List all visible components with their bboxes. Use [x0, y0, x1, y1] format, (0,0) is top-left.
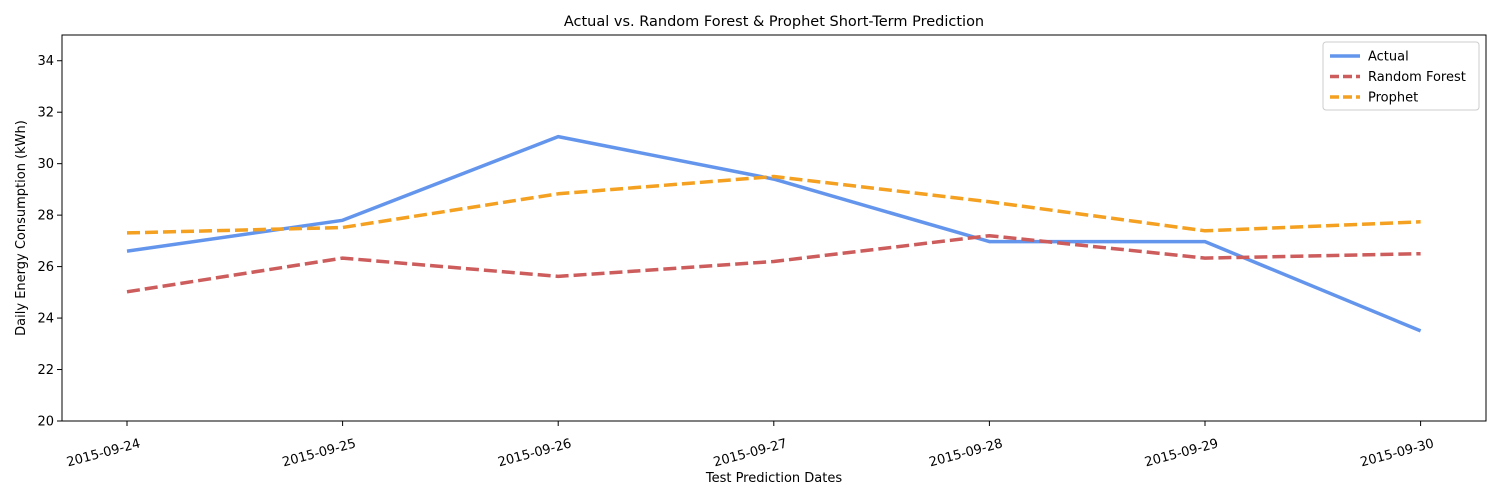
- x-tick-label: 2015-09-28: [928, 436, 1005, 470]
- y-tick-label: 28: [37, 209, 54, 224]
- legend-label: Random Forest: [1368, 70, 1466, 85]
- x-tick-label: 2015-09-26: [496, 436, 573, 470]
- y-tick-label: 30: [37, 157, 54, 172]
- x-tick-label: 2015-09-27: [712, 436, 789, 470]
- y-tick-label: 26: [37, 260, 54, 275]
- series-line-random-forest: [126, 233, 1421, 294]
- y-tick-label: 20: [37, 415, 54, 430]
- y-tick-label: 22: [37, 363, 54, 378]
- legend-label: Prophet: [1368, 91, 1418, 106]
- x-tick-label: 2015-09-30: [1359, 436, 1436, 470]
- x-axis: 2015-09-24 2015-09-25 2015-09-26 2015-09-27…: [65, 421, 1436, 470]
- x-tick-label: 2015-09-29: [1143, 436, 1220, 470]
- legend-label: Actual: [1368, 50, 1409, 65]
- x-tick-label: 2015-09-24: [65, 436, 142, 470]
- y-tick-label: 32: [37, 106, 54, 121]
- series-line-actual: [126, 134, 1422, 333]
- x-axis-label: Test Prediction Dates: [705, 471, 843, 486]
- chart-title: Actual vs. Random Forest & Prophet Short…: [564, 14, 984, 30]
- legend-frame: [1322, 41, 1480, 111]
- y-tick-label: 34: [37, 54, 54, 69]
- series-lines: [126, 134, 1422, 333]
- x-tick-label: 2015-09-25: [281, 436, 358, 470]
- y-axis: 20 22 24 26 28 30 32 34: [37, 54, 62, 430]
- y-tick-label: 24: [37, 312, 54, 327]
- y-axis-label: Daily Energy Consumption (kWh): [14, 120, 29, 336]
- legend: Actual Random Forest Prophet: [1322, 41, 1480, 111]
- series-line-prophet: [126, 174, 1421, 235]
